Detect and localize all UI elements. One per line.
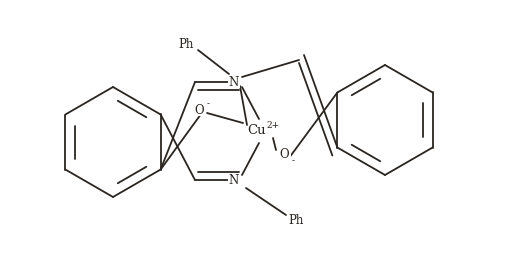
Text: Ph: Ph	[289, 214, 304, 227]
Bar	[177, 39, 195, 51]
Bar	[192, 104, 206, 116]
Text: -: -	[207, 100, 210, 108]
Text: Cu: Cu	[248, 124, 266, 138]
Text: O: O	[279, 149, 289, 161]
Bar	[277, 149, 291, 161]
Text: -: -	[292, 156, 294, 166]
Text: O: O	[194, 103, 204, 117]
Bar	[228, 76, 240, 88]
Bar	[228, 174, 240, 186]
Text: Ph: Ph	[179, 39, 194, 52]
Text: N: N	[229, 173, 239, 187]
Text: 2+: 2+	[266, 121, 280, 129]
Bar	[287, 214, 305, 226]
Text: N: N	[229, 75, 239, 89]
Bar	[248, 124, 270, 138]
